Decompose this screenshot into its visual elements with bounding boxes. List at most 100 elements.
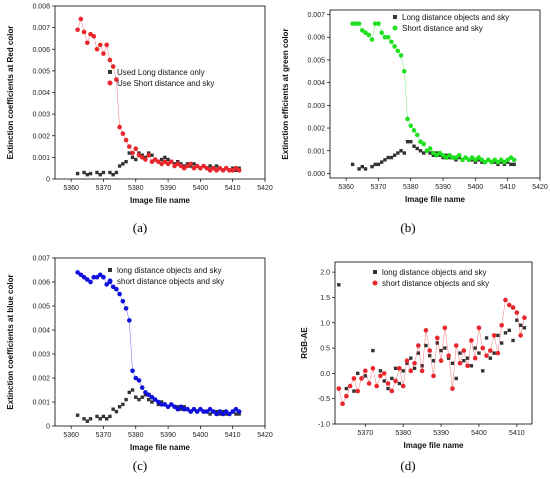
data-point-square <box>101 170 106 175</box>
data-point-square <box>473 346 477 350</box>
data-point-circle <box>110 64 116 69</box>
data-point-circle <box>408 123 414 129</box>
plot-frame <box>329 9 541 179</box>
data-point-circle <box>372 21 378 26</box>
data-point-circle <box>78 16 84 22</box>
data-point-square <box>443 346 447 350</box>
y-tick-label: 0.008 <box>32 4 50 11</box>
data-point-square <box>117 164 122 168</box>
data-point-square <box>518 323 523 327</box>
data-point-circle <box>220 168 226 173</box>
data-point-square <box>511 338 515 343</box>
data-point-circle <box>476 155 481 160</box>
data-point-circle <box>456 152 462 158</box>
data-point-circle <box>398 53 404 58</box>
data-point-circle <box>495 159 501 165</box>
data-point-square <box>176 405 180 409</box>
x-tick-label: 5370 <box>96 185 112 192</box>
data-point-circle <box>506 302 512 308</box>
data-point-circle <box>152 157 158 162</box>
data-point-circle <box>175 161 181 167</box>
data-point-circle <box>350 21 355 26</box>
data-point-square <box>82 170 86 175</box>
data-point-square <box>484 336 489 340</box>
data-point-circle <box>366 381 372 386</box>
data-point-circle <box>340 401 345 407</box>
data-point-circle <box>381 371 387 376</box>
data-point-circle <box>382 34 388 40</box>
data-point-circle <box>149 159 155 164</box>
data-point-square <box>469 364 474 368</box>
chart-panel-a: 5360 5370 5380 5390 5400 5410 5420 0 0.001 0.002 0… <box>6 4 273 236</box>
x-tick-label: 5380 <box>403 184 419 191</box>
data-point-circle <box>133 375 139 381</box>
data-layer <box>75 270 242 423</box>
x-tick-label: 5410 <box>500 184 516 191</box>
data-point-circle <box>181 406 187 412</box>
data-point-circle <box>223 165 229 171</box>
series-line-1 <box>77 18 240 171</box>
data-point-square <box>75 171 80 176</box>
data-point-circle <box>514 310 520 315</box>
data-point-circle <box>440 152 446 158</box>
data-point-circle <box>123 306 129 311</box>
data-point-circle <box>385 34 391 40</box>
data-point-circle <box>434 335 440 341</box>
data-point-square <box>192 162 196 166</box>
x-tick-label: 5390 <box>160 185 176 192</box>
data-point-circle <box>201 163 206 169</box>
data-point-circle <box>162 159 168 164</box>
data-point-circle <box>392 44 397 49</box>
data-point-square <box>458 351 462 355</box>
data-point-circle <box>488 348 493 353</box>
data-point-square <box>492 351 496 355</box>
data-point-circle <box>353 21 359 26</box>
data-point-square <box>370 164 374 169</box>
y-tick-label: 0.001 <box>32 400 50 407</box>
data-point-circle <box>188 161 193 167</box>
series-line-1 <box>352 23 515 163</box>
data-point-circle <box>117 291 122 297</box>
chart-panel-b: 5360 5370 5380 5390 5400 5410 5420 0.000 0.001 0.… <box>281 9 548 235</box>
data-point-square <box>496 333 500 338</box>
data-point-circle <box>457 360 463 366</box>
data-point-square <box>352 389 356 393</box>
data-point-circle <box>450 155 456 160</box>
data-point-square <box>383 158 387 162</box>
data-point-square <box>428 151 432 155</box>
data-point-square <box>146 397 151 402</box>
data-point-circle <box>178 404 184 410</box>
data-point-circle <box>133 146 139 152</box>
y-tick-label: 0.004 <box>32 90 50 97</box>
data-point-circle <box>191 165 197 171</box>
y-tick-label: 1.0 <box>320 320 330 327</box>
data-point-square <box>82 417 86 421</box>
data-point-circle <box>473 157 478 163</box>
data-point-square <box>509 162 513 167</box>
data-point-square <box>389 155 394 160</box>
data-point-circle <box>178 163 184 169</box>
data-point-circle <box>404 358 410 364</box>
data-point-circle <box>351 376 357 381</box>
data-point-square <box>424 343 428 348</box>
y-tick-label: 0.002 <box>307 126 325 133</box>
data-point-square <box>396 151 400 155</box>
data-point-circle <box>139 385 145 390</box>
y-tick-label: -1.0 <box>318 422 330 429</box>
data-point-circle <box>511 157 517 163</box>
data-point-circle <box>450 386 455 391</box>
data-point-circle <box>419 368 425 374</box>
data-point-circle <box>356 21 362 26</box>
panel-caption: (d) <box>400 458 415 473</box>
y-tick-label: 1.5 <box>320 295 330 302</box>
data-point-circle <box>204 409 210 414</box>
data-point-square <box>454 376 458 381</box>
x-tick-label: 5400 <box>468 184 484 191</box>
data-point-square <box>163 155 167 160</box>
legend-label: short distance objects and sky <box>382 279 489 288</box>
legend: Used Long distance only Use Short distanc… <box>107 68 214 88</box>
data-point-circle <box>438 358 444 364</box>
data-point-circle <box>476 325 482 331</box>
legend-marker-square <box>373 270 377 274</box>
data-point-circle <box>446 353 451 358</box>
